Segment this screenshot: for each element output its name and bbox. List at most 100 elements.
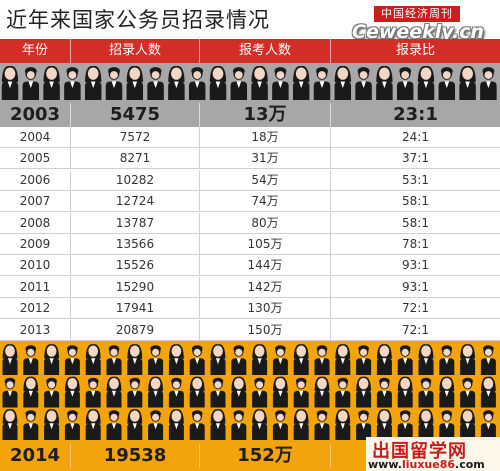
person-icon	[64, 345, 80, 375]
person-icon	[438, 67, 456, 100]
person-icon	[293, 409, 309, 440]
ratio-cell: 24:1	[402, 130, 429, 144]
person-icon	[252, 377, 268, 408]
cell-divider	[330, 169, 331, 190]
person-icon	[44, 344, 60, 375]
year-cell: 2013	[19, 322, 51, 337]
table-row: 2013 20879 150万 72:1	[0, 319, 500, 341]
hired-cell: 19538	[103, 445, 167, 466]
ratio-cell: 23:1	[393, 104, 438, 125]
applicants-cell: 142万	[247, 279, 283, 294]
person-icon	[272, 67, 289, 100]
people-icons-grid	[2, 344, 496, 440]
table-header: 年份 招录人数 报考人数 报录比	[0, 39, 500, 63]
person-icon	[439, 376, 455, 408]
year-cell: 2009	[19, 237, 51, 251]
person-icon	[23, 345, 39, 375]
header-divider	[70, 39, 71, 63]
cell-divider	[330, 255, 331, 276]
person-icon	[480, 67, 497, 100]
person-icon	[480, 376, 496, 408]
applicants-cell: 80万	[251, 215, 279, 230]
person-icon	[22, 67, 40, 100]
person-icon	[148, 410, 164, 440]
person-icon	[439, 345, 455, 375]
highlight-row-2014: 2014 19538 152万	[0, 444, 500, 468]
year-cell: 2012	[19, 301, 51, 316]
person-icon	[44, 377, 60, 408]
applicants-cell: 74万	[251, 194, 279, 209]
person-icon	[334, 66, 352, 100]
ratio-cell: 72:1	[402, 301, 429, 316]
person-icon	[314, 345, 330, 375]
person-icon	[418, 344, 434, 375]
person-icon	[376, 66, 393, 100]
person-icon	[480, 410, 496, 440]
cell-divider	[199, 319, 200, 340]
person-icon	[356, 410, 372, 440]
hired-cell: 13787	[115, 215, 155, 230]
hired-cell: 12724	[115, 194, 155, 209]
cell-divider	[330, 191, 331, 212]
cell-divider	[330, 127, 331, 147]
person-icon	[85, 377, 101, 408]
cell-divider	[199, 191, 200, 212]
person-icon	[272, 376, 288, 408]
cell-divider	[330, 276, 331, 297]
year-cell: 2006	[19, 172, 51, 187]
person-icon	[397, 376, 413, 408]
person-icon	[396, 67, 414, 100]
person-icon	[1, 66, 19, 100]
person-icon	[417, 66, 435, 100]
ratio-cell: 58:1	[402, 194, 429, 209]
table-row: 2004 7572 18万 24:1	[0, 127, 500, 148]
year-cell: 2014	[9, 445, 61, 466]
person-icon	[439, 410, 455, 440]
person-icon	[397, 410, 413, 440]
cell-divider	[70, 319, 71, 340]
person-icon	[252, 409, 268, 440]
applicants-cell: 144万	[247, 258, 283, 273]
person-icon	[252, 344, 268, 375]
table-row: 2008 13787 80万 58:1	[0, 212, 500, 234]
cell-divider	[70, 276, 71, 297]
applicants-cell: 130万	[247, 301, 283, 316]
hired-cell: 7572	[119, 130, 151, 144]
people-icons-row	[1, 66, 497, 100]
person-icon	[168, 66, 185, 100]
watermark-url-suffix: .com	[455, 458, 485, 471]
person-icon	[189, 376, 205, 408]
cell-divider	[199, 212, 200, 233]
cell-divider	[70, 127, 71, 147]
col-hired-header: 招录人数	[108, 43, 161, 58]
watermark-url-prefix: www.	[368, 458, 402, 471]
applicants-cell: 13万	[243, 104, 287, 125]
ratio-cell: 72:1	[402, 322, 429, 337]
person-icon	[127, 344, 143, 375]
page-title: 近年来国家公务员招录情况	[6, 8, 270, 32]
person-icon	[231, 376, 247, 408]
person-icon	[335, 344, 351, 375]
person-icon	[126, 66, 144, 100]
watermark-name: 出国留学网	[372, 441, 467, 462]
cell-divider	[70, 212, 71, 233]
person-icon	[293, 377, 309, 408]
person-icon	[210, 409, 226, 440]
year-cell: 2011	[19, 279, 51, 294]
person-icon	[148, 376, 164, 408]
year-cell: 2004	[19, 130, 51, 144]
applicants-cell: 150万	[247, 322, 283, 337]
applicants-cell: 152万	[237, 445, 293, 466]
person-icon	[148, 345, 164, 375]
person-icon	[64, 376, 80, 408]
cell-divider	[330, 234, 331, 254]
person-icon	[335, 377, 351, 408]
person-icon	[23, 376, 39, 408]
hired-cell: 10282	[115, 172, 155, 187]
table-row: 2011 15290 142万 93:1	[0, 276, 500, 298]
col-applicants-header: 报考人数	[238, 43, 291, 58]
table-row: 2009 13566 105万 78:1	[0, 234, 500, 255]
person-icon	[209, 66, 227, 100]
year-cell: 2007	[19, 194, 51, 209]
table-row: 2006 10282 54万 53:1	[0, 169, 500, 191]
